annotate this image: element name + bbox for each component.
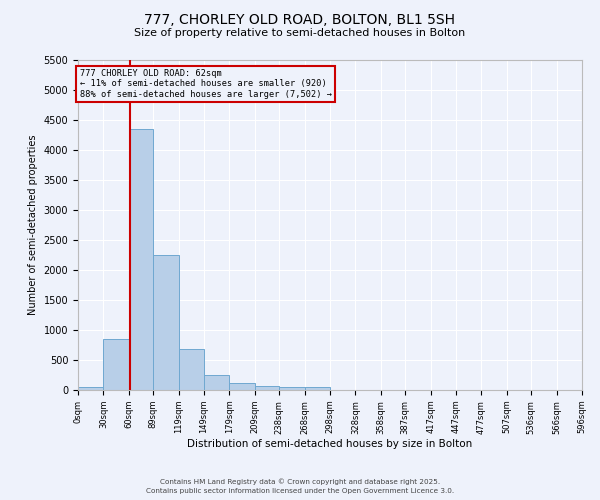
Text: 777 CHORLEY OLD ROAD: 62sqm
← 11% of semi-detached houses are smaller (920)
88% : 777 CHORLEY OLD ROAD: 62sqm ← 11% of sem… bbox=[80, 69, 332, 99]
Bar bbox=[153, 255, 179, 390]
Bar bbox=[229, 383, 255, 390]
Text: 777, CHORLEY OLD ROAD, BOLTON, BL1 5SH: 777, CHORLEY OLD ROAD, BOLTON, BL1 5SH bbox=[145, 12, 455, 26]
Text: Contains HM Land Registry data © Crown copyright and database right 2025.
Contai: Contains HM Land Registry data © Crown c… bbox=[146, 478, 454, 494]
Bar bbox=[255, 386, 279, 390]
Bar bbox=[103, 339, 129, 390]
Bar bbox=[129, 129, 153, 390]
Bar bbox=[305, 387, 330, 390]
Bar bbox=[78, 387, 103, 390]
Bar bbox=[279, 387, 305, 390]
Text: Size of property relative to semi-detached houses in Bolton: Size of property relative to semi-detach… bbox=[134, 28, 466, 38]
Y-axis label: Number of semi-detached properties: Number of semi-detached properties bbox=[28, 134, 38, 316]
Bar bbox=[179, 349, 204, 390]
Bar bbox=[204, 375, 229, 390]
X-axis label: Distribution of semi-detached houses by size in Bolton: Distribution of semi-detached houses by … bbox=[187, 440, 473, 450]
